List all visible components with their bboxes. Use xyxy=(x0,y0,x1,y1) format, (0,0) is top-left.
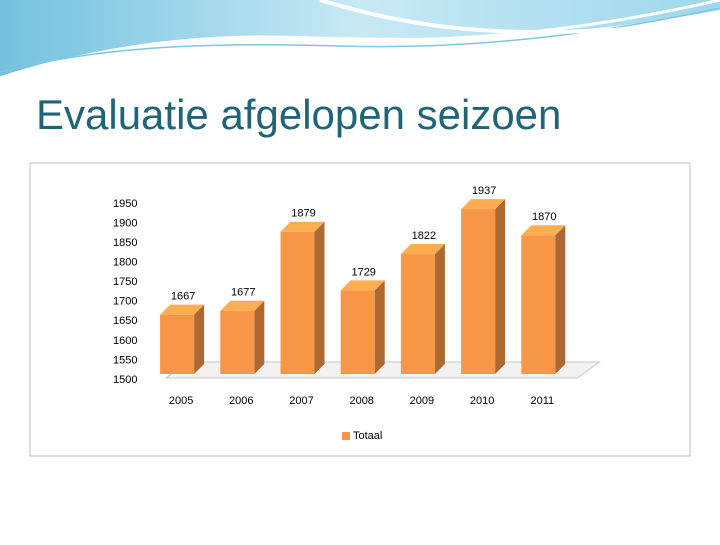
bar xyxy=(280,231,315,374)
x-tick-label: 2005 xyxy=(169,395,193,407)
bar xyxy=(340,290,375,374)
bar-top xyxy=(220,300,265,311)
data-label: 1879 xyxy=(291,208,315,220)
y-tick-label: 1900 xyxy=(113,217,137,229)
data-label: 1667 xyxy=(171,291,195,303)
y-tick-label: 1600 xyxy=(113,335,137,347)
header-decoration xyxy=(0,0,720,80)
legend-swatch xyxy=(342,432,350,440)
bar-side xyxy=(555,225,566,374)
data-label: 1937 xyxy=(472,185,496,197)
x-tick-label: 2007 xyxy=(289,395,313,407)
data-label: 1729 xyxy=(351,266,375,278)
bar-top xyxy=(461,199,506,210)
slide-title: Evaluatie afgelopen seizoen xyxy=(36,91,561,138)
bar xyxy=(220,310,255,374)
x-tick-label: 2010 xyxy=(470,395,494,407)
x-tick-label: 2009 xyxy=(410,395,434,407)
y-tick-label: 1850 xyxy=(113,237,137,249)
data-label: 1677 xyxy=(231,287,255,299)
y-tick-label: 1700 xyxy=(113,296,137,308)
bar-side xyxy=(374,280,385,374)
y-tick-label: 1650 xyxy=(113,315,137,327)
bar-top xyxy=(400,244,445,255)
y-tick-label: 1550 xyxy=(113,354,137,366)
bar-top xyxy=(340,280,385,291)
y-tick-label: 1800 xyxy=(113,257,137,269)
bar xyxy=(400,254,435,374)
bar-side xyxy=(495,199,506,374)
bar-top xyxy=(160,304,205,315)
bar xyxy=(521,235,556,374)
y-tick-label: 1750 xyxy=(113,276,137,288)
data-label: 1822 xyxy=(412,230,436,242)
x-tick-label: 2008 xyxy=(349,395,373,407)
x-tick-label: 2006 xyxy=(229,395,253,407)
data-label: 1870 xyxy=(532,211,556,223)
x-tick-label: 2011 xyxy=(530,395,554,407)
bar-side xyxy=(194,304,205,374)
bar xyxy=(160,314,195,374)
bar-top xyxy=(280,221,325,232)
plot-area: 1500 1550 1600 1650 1700 1750 1800 1850 1900 1950… xyxy=(113,185,601,442)
bar-side xyxy=(314,221,325,374)
bar-side xyxy=(434,244,445,374)
legend-label: Totaal xyxy=(353,430,382,442)
y-tick-label: 1950 xyxy=(113,198,137,210)
bar xyxy=(461,209,496,374)
bar-side xyxy=(254,300,265,374)
y-tick-label: 1500 xyxy=(113,374,137,386)
bar-top xyxy=(521,225,566,236)
